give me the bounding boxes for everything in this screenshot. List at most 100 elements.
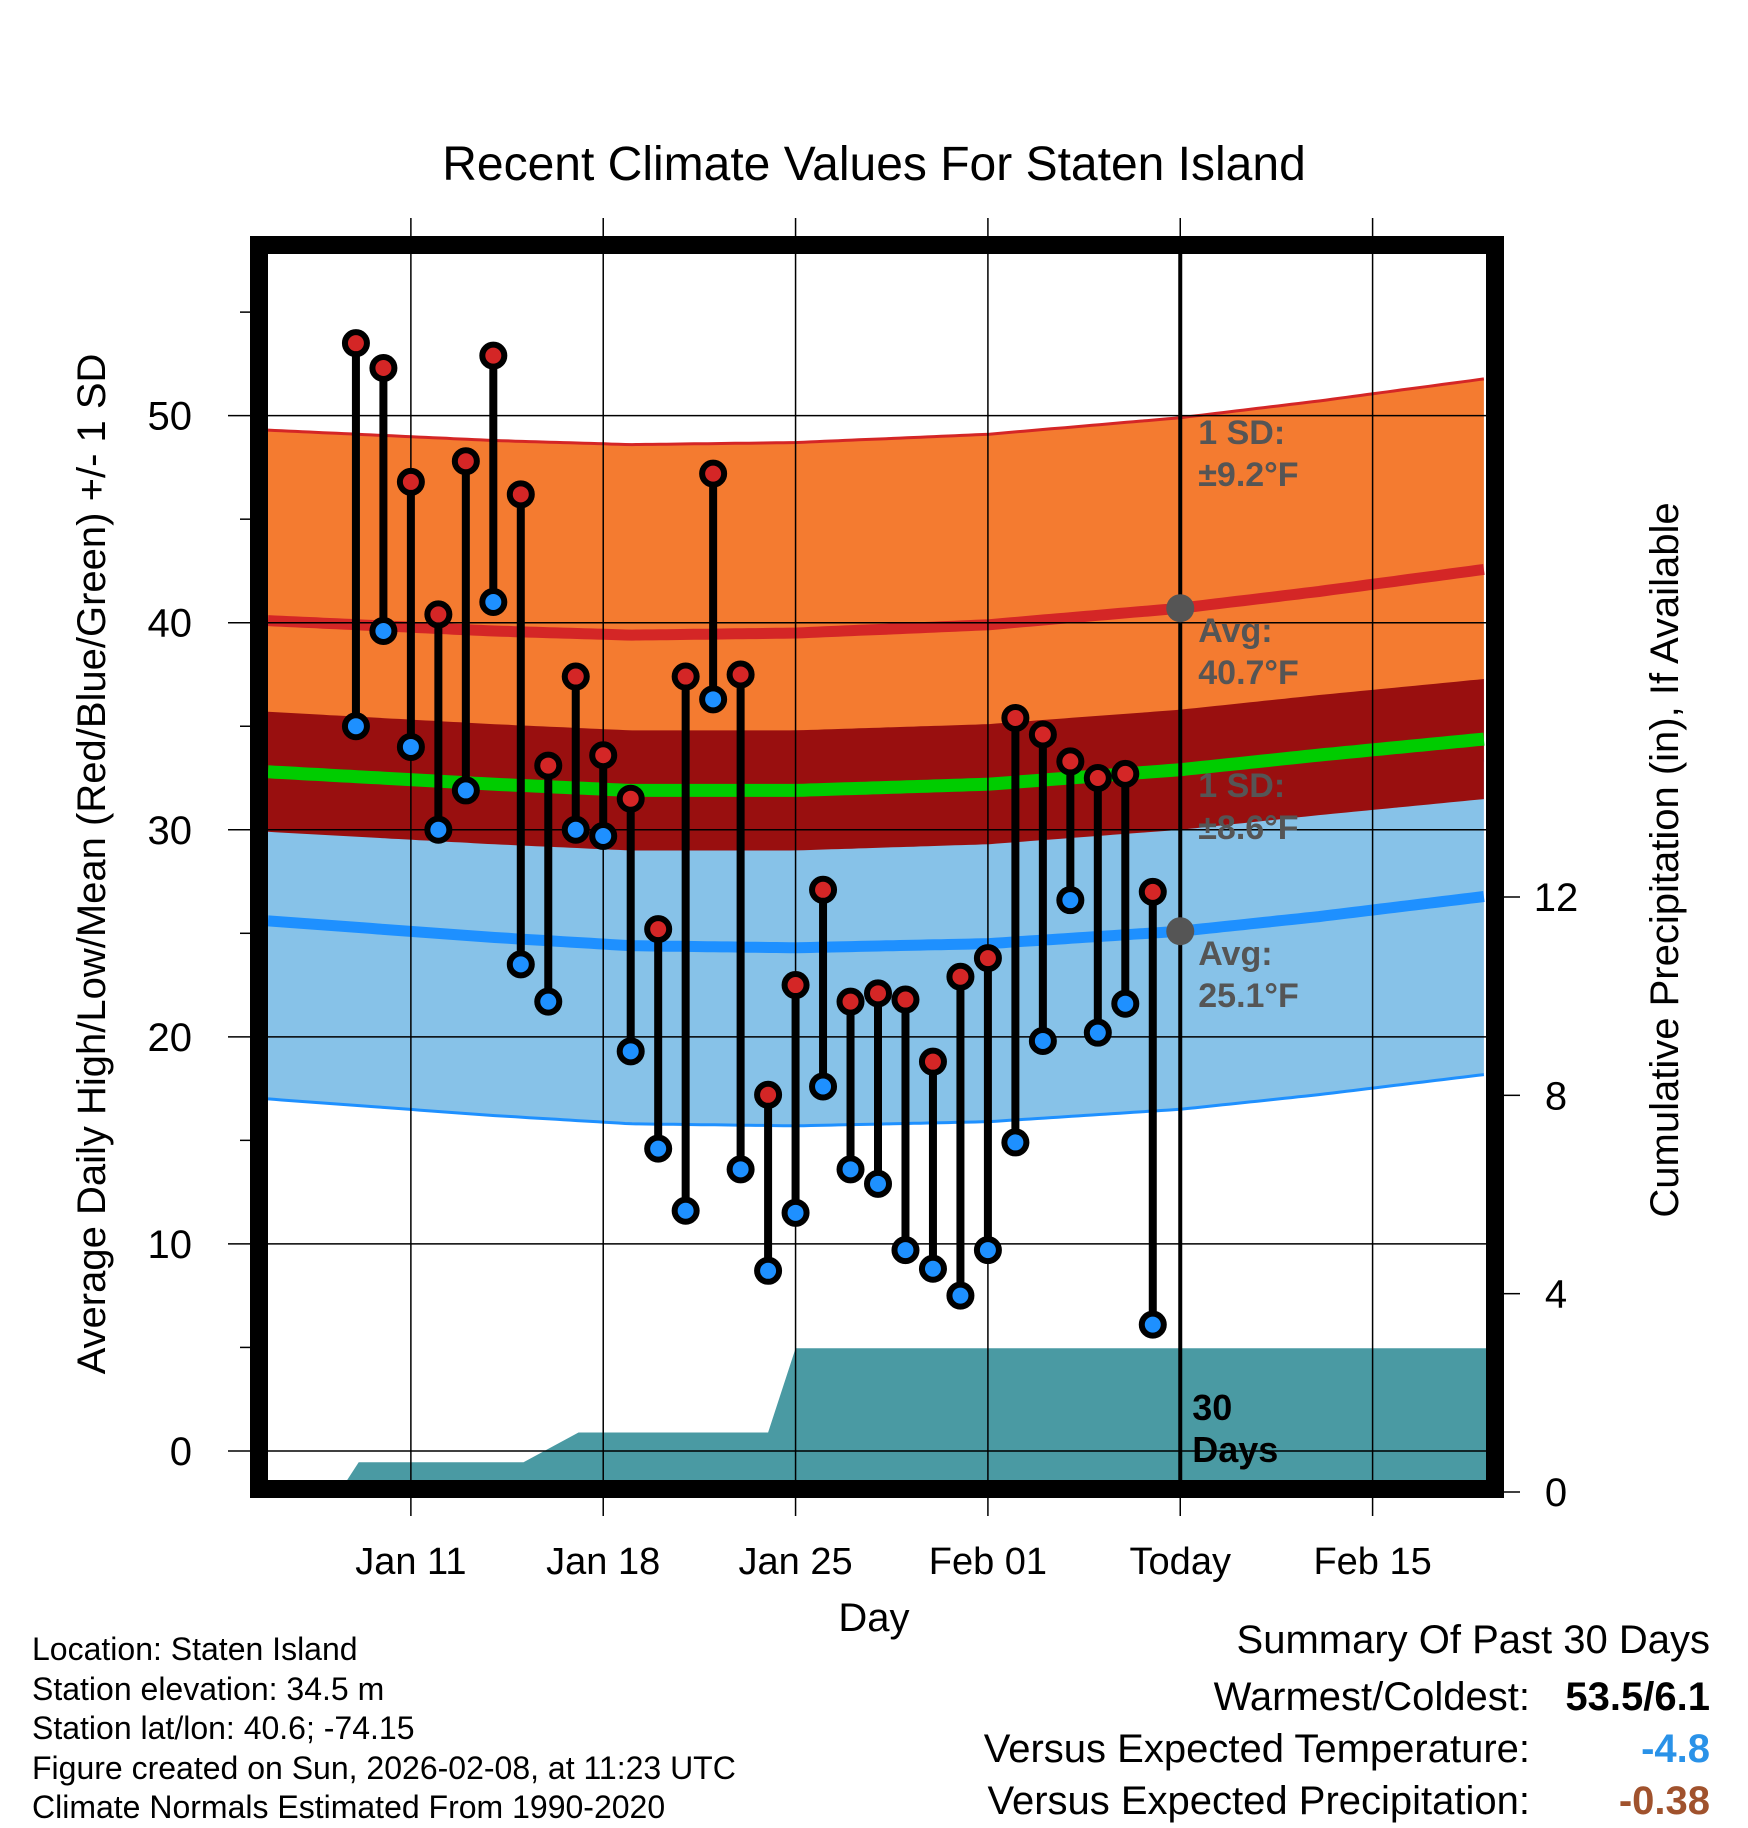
precip-anomaly-label: Versus Expected Precipitation: <box>987 1779 1530 1823</box>
obs-low-point <box>644 1134 673 1163</box>
obs-low-point <box>836 1155 865 1184</box>
obs-high-point <box>479 341 508 370</box>
y-tick-label: 20 <box>148 1016 193 1060</box>
axes: 0 10 20 30 40 50 0 4 8 12 Jan 11 Jan 18 Jan 25 Feb 01… <box>148 218 1579 1583</box>
y-axis-label: Average Daily High/Low/Mean (Red/Blue/Gr… <box>70 354 114 1375</box>
y-tick-label: 10 <box>148 1223 193 1267</box>
window-label-number: 30 <box>1192 1387 1232 1428</box>
temp-anomaly-value: -4.8 <box>1641 1727 1710 1771</box>
created-text: Figure created on Sun, 2026-02-08, at 11… <box>32 1749 736 1786</box>
station-info: Location: Staten Island Station elevatio… <box>32 1630 736 1828</box>
warmest-coldest-value: 53.5/6.1 <box>1565 1675 1710 1719</box>
obs-high-point <box>726 660 755 689</box>
x-tick-label: Jan 18 <box>546 1541 660 1583</box>
obs-low-point <box>864 1169 892 1198</box>
obs-high-point <box>781 971 810 1000</box>
obs-low-point <box>1083 1018 1112 1047</box>
obs-high-point <box>699 459 728 488</box>
x-tick-label: Jan 11 <box>355 1541 466 1583</box>
obs-low-point <box>781 1198 810 1227</box>
obs-high-point <box>369 354 398 383</box>
obs-high-point <box>754 1080 783 1109</box>
y-tick-label: 0 <box>170 1430 192 1474</box>
obs-low-point <box>396 732 425 761</box>
x-tick-label: Today <box>1130 1541 1231 1583</box>
location-text: Location: Staten Island <box>32 1631 358 1667</box>
y2-tick-label: 4 <box>1545 1273 1567 1317</box>
obs-low-point <box>341 712 370 741</box>
low-avg-label: Avg: <box>1198 935 1272 973</box>
obs-high-point <box>424 600 453 629</box>
low-avg-value: 25.1°F <box>1198 977 1299 1015</box>
y-tick-label: 40 <box>148 602 193 646</box>
y2-tick-label: 12 <box>1534 876 1579 920</box>
obs-high-point <box>891 985 920 1014</box>
temp-anomaly-label: Versus Expected Temperature: <box>983 1727 1530 1771</box>
obs-high-point <box>561 662 590 691</box>
obs-low-point <box>1056 886 1085 915</box>
window-label-days: Days <box>1192 1429 1278 1470</box>
obs-high-point <box>918 1047 947 1076</box>
low-avg-line <box>268 891 1485 954</box>
obs-high-point <box>534 751 563 780</box>
y2-axis-label: Cumulative Precipitation (in), If Availa… <box>1643 502 1687 1217</box>
obs-high-point <box>1001 703 1030 732</box>
high-avg-line <box>268 563 1485 641</box>
x-axis-label: Day <box>838 1596 909 1640</box>
summary-heading: Summary Of Past 30 Days <box>1236 1618 1710 1662</box>
obs-low-point <box>369 616 398 645</box>
low-sd-label: 1 SD: <box>1198 767 1285 805</box>
obs-low-point <box>1111 989 1140 1018</box>
obs-low-point <box>1001 1128 1030 1157</box>
summary-row-precip: Versus Expected Precipitation: -0.38 <box>984 1775 1710 1827</box>
obs-high-point <box>644 915 673 944</box>
summary-row-temp: Versus Expected Temperature: -4.8 <box>984 1723 1710 1775</box>
high-sd-label: 1 SD: <box>1198 414 1285 452</box>
obs-high-point <box>836 987 865 1016</box>
obs-high-point <box>616 784 645 813</box>
chart-title: Recent Climate Values For Staten Island <box>442 138 1306 191</box>
obs-high-point <box>809 875 838 904</box>
obs-low-point <box>424 815 453 844</box>
obs-low-point <box>1138 1310 1167 1339</box>
obs-high-point <box>506 480 535 509</box>
obs-low-point <box>451 776 480 805</box>
obs-high-point <box>1138 877 1167 906</box>
warmest-coldest-label: Warmest/Coldest: <box>1213 1675 1530 1719</box>
obs-low-point <box>506 950 535 979</box>
obs-high-point <box>671 662 700 691</box>
obs-high-point <box>341 329 370 358</box>
high-avg-value: 40.7°F <box>1198 654 1299 692</box>
precip-anomaly-value: -0.38 <box>1618 1779 1710 1823</box>
low-sd-value: ±8.6°F <box>1198 809 1298 847</box>
obs-high-point <box>589 741 618 770</box>
obs-high-point <box>1111 759 1140 788</box>
summary-row-extremes: Warmest/Coldest: 53.5/6.1 <box>984 1671 1710 1723</box>
summary-panel: Summary Of Past 30 Days Warmest/Coldest:… <box>984 1618 1710 1827</box>
obs-low-point <box>946 1281 975 1310</box>
obs-low-point <box>589 821 618 850</box>
today-low-avg-marker <box>1166 917 1195 946</box>
obs-low-point <box>726 1155 755 1184</box>
obs-low-point <box>809 1072 838 1101</box>
obs-high-point <box>973 944 1002 973</box>
y-tick-label: 30 <box>148 809 193 853</box>
y-tick-label: 50 <box>148 395 193 439</box>
annotations: 1 SD: ±9.2°F Avg: 40.7°F 1 SD: ±8.6°F Avg: 25.1… <box>1192 414 1299 1470</box>
y2-tick-label: 0 <box>1545 1471 1567 1515</box>
today-high-avg-marker <box>1166 594 1195 623</box>
x-tick-label: Feb 15 <box>1313 1541 1431 1583</box>
obs-low-point <box>479 588 508 616</box>
obs-low-point <box>561 815 590 844</box>
obs-low-point <box>754 1256 783 1285</box>
normals-text: Climate Normals Estimated From 1990-2020 <box>32 1789 666 1825</box>
latlon-text: Station lat/lon: 40.6; -74.15 <box>32 1710 415 1746</box>
y2-tick-label: 8 <box>1545 1074 1567 1118</box>
obs-high-point <box>396 467 425 496</box>
obs-low-point <box>534 987 563 1016</box>
x-tick-label: Jan 25 <box>739 1541 853 1583</box>
obs-high-point <box>1056 747 1085 776</box>
obs-low-point <box>616 1037 645 1066</box>
obs-low-point <box>671 1196 700 1225</box>
